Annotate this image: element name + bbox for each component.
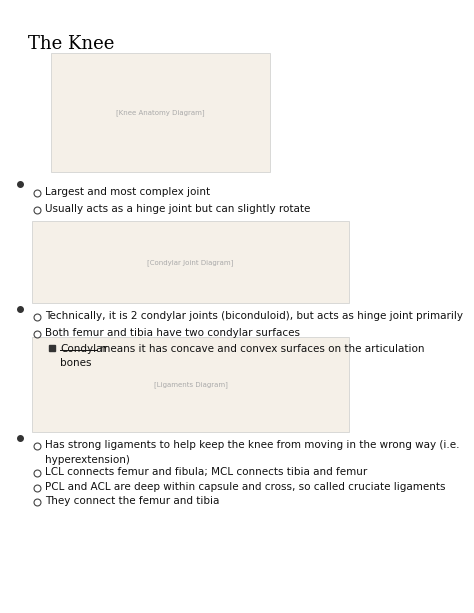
- Text: bones: bones: [60, 359, 91, 368]
- FancyBboxPatch shape: [32, 221, 349, 303]
- Text: They connect the femur and tibia: They connect the femur and tibia: [45, 497, 219, 506]
- Text: Largest and most complex joint: Largest and most complex joint: [45, 187, 210, 197]
- Text: Has strong ligaments to help keep the knee from moving in the wrong way (i.e.: Has strong ligaments to help keep the kn…: [45, 440, 459, 450]
- FancyBboxPatch shape: [32, 337, 349, 432]
- Text: PCL and ACL are deep within capsule and cross, so called cruciate ligaments: PCL and ACL are deep within capsule and …: [45, 482, 446, 492]
- Text: LCL connects femur and fibula; MCL connects tibia and femur: LCL connects femur and fibula; MCL conne…: [45, 467, 367, 477]
- Text: hyperextension): hyperextension): [45, 455, 130, 465]
- Text: means it has concave and convex surfaces on the articulation: means it has concave and convex surfaces…: [97, 345, 424, 354]
- Text: Condylar: Condylar: [60, 345, 107, 354]
- Text: Usually acts as a hinge joint but can slightly rotate: Usually acts as a hinge joint but can sl…: [45, 204, 310, 214]
- Text: [Ligaments Diagram]: [Ligaments Diagram]: [154, 381, 228, 387]
- Text: Technically, it is 2 condylar joints (biconduloid), but acts as hinge joint prim: Technically, it is 2 condylar joints (bi…: [45, 311, 463, 321]
- Text: Both femur and tibia have two condylar surfaces: Both femur and tibia have two condylar s…: [45, 328, 300, 338]
- FancyBboxPatch shape: [51, 53, 270, 172]
- Text: The Knee: The Knee: [28, 35, 114, 53]
- Text: [Knee Anatomy Diagram]: [Knee Anatomy Diagram]: [116, 109, 205, 116]
- Text: [Condylar Joint Diagram]: [Condylar Joint Diagram]: [147, 259, 234, 265]
